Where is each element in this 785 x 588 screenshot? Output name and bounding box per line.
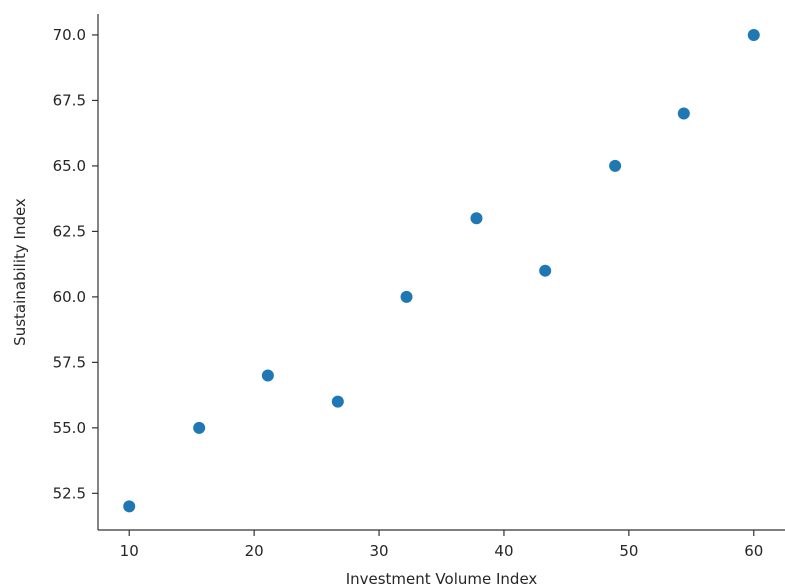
x-axis-label: Investment Volume Index [346, 570, 538, 588]
x-tick-label: 10 [120, 542, 139, 560]
y-tick-label: 65.0 [53, 157, 86, 175]
y-axis-label: Sustainability Index [11, 198, 29, 346]
x-tick-label: 40 [494, 542, 513, 560]
scatter-point [261, 369, 274, 382]
y-tick-label: 60.0 [53, 288, 86, 306]
y-tick-label: 57.5 [53, 353, 86, 371]
plot-area [123, 28, 760, 513]
scatter-point [123, 500, 136, 513]
scatter-point [193, 421, 206, 434]
scatter-point [747, 28, 760, 41]
scatter-point [539, 264, 552, 277]
y-tick-label: 52.5 [53, 484, 86, 502]
y-tick-label: 70.0 [53, 26, 86, 44]
x-tick-label: 60 [744, 542, 763, 560]
x-axis-ticks: 10 20 30 40 50 60 [120, 530, 763, 560]
scatter-point [677, 107, 690, 120]
y-tick-label: 62.5 [53, 222, 86, 240]
x-tick-label: 20 [245, 542, 264, 560]
x-tick-label: 30 [369, 542, 388, 560]
y-tick-label: 55.0 [53, 419, 86, 437]
y-axis-ticks: 52.5 55.0 57.5 60.0 62.5 65.0 67.5 70.0 [53, 26, 98, 502]
x-tick-label: 50 [619, 542, 638, 560]
scatter-point [400, 290, 413, 303]
scatter-point [470, 212, 483, 225]
scatter-point [331, 395, 344, 408]
scatter-point [609, 159, 622, 172]
y-tick-label: 67.5 [53, 91, 86, 109]
